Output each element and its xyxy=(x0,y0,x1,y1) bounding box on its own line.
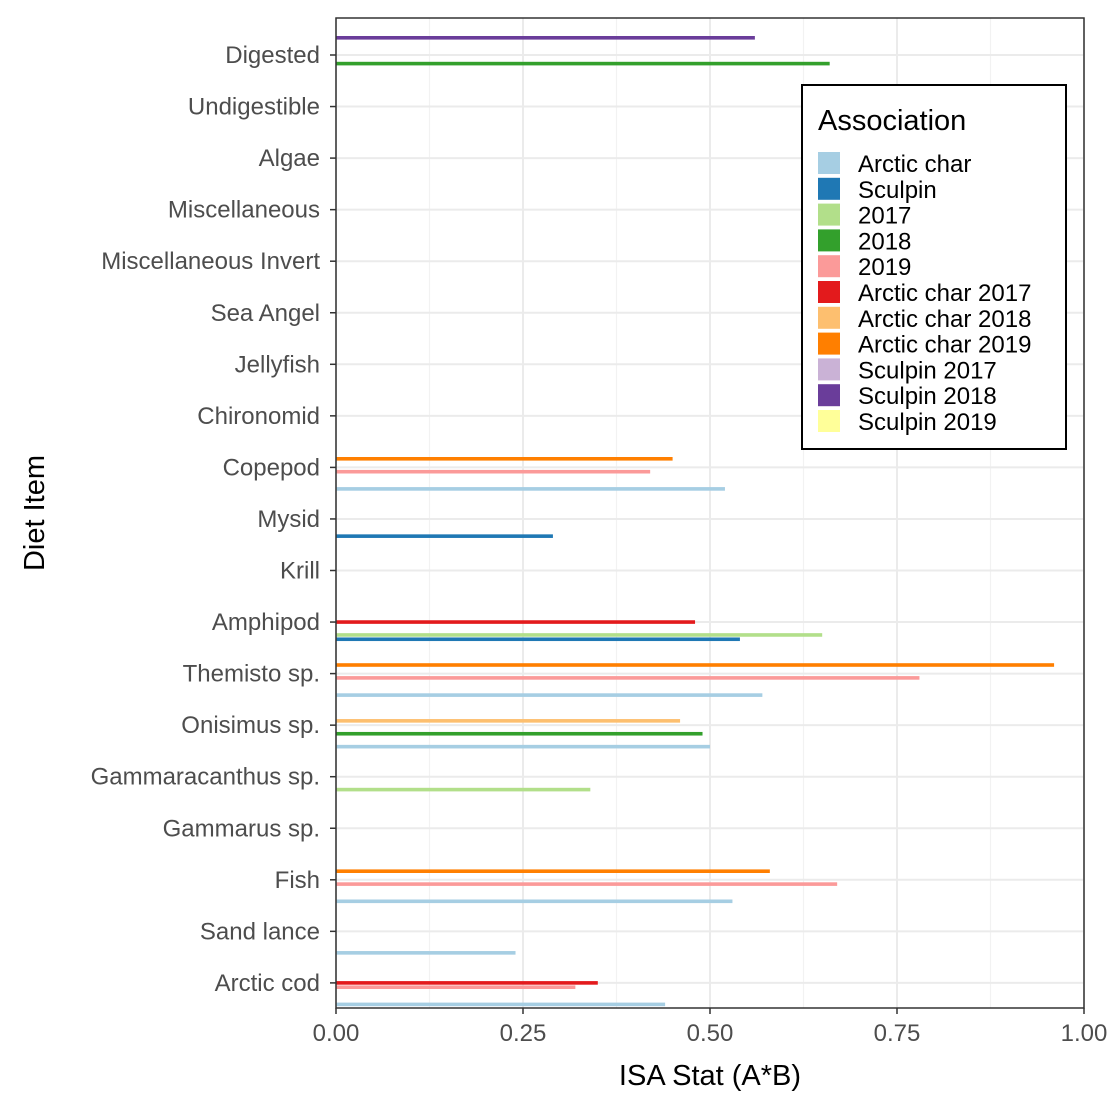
legend-label: Sculpin 2018 xyxy=(858,383,997,410)
legend-swatch xyxy=(818,410,840,432)
bar xyxy=(336,981,598,985)
y-tick-label: Copepod xyxy=(223,454,320,481)
y-tick-label: Amphipod xyxy=(212,609,320,636)
y-axis-title: Diet Item xyxy=(19,455,51,571)
y-tick-label: Sea Angel xyxy=(211,300,320,327)
bar xyxy=(336,899,733,904)
y-tick-label: Onisimus sp. xyxy=(181,712,320,739)
legend-swatch xyxy=(818,358,840,381)
legend-swatch xyxy=(818,332,840,355)
legend-box xyxy=(801,84,1067,450)
legend-label: 2018 xyxy=(858,228,911,255)
legend-swatch xyxy=(818,229,840,252)
legend-label: Sculpin 2019 xyxy=(858,409,997,436)
x-axis-title: ISA Stat (A*B) xyxy=(619,1060,801,1092)
legend-label: Arctic char 2017 xyxy=(858,280,1031,307)
legend-label: Arctic char xyxy=(858,151,971,178)
y-tick-label: Jellyfish xyxy=(235,351,320,378)
legend: Association Arctic charSculpin2017201820… xyxy=(801,84,1067,450)
y-tick-label: Arctic cod xyxy=(215,970,320,997)
y-tick-label: Digested xyxy=(225,42,320,69)
legend-label: 2017 xyxy=(858,203,911,230)
bar xyxy=(336,620,696,624)
legend-swatch xyxy=(818,152,840,174)
bar xyxy=(336,36,755,40)
y-tick-label: Gammaracanthus sp. xyxy=(91,764,320,791)
y-tick-label: Themisto sp. xyxy=(183,661,320,688)
bar xyxy=(336,744,710,749)
legend-swatch xyxy=(818,177,840,200)
y-tick-label: Fish xyxy=(275,867,320,894)
bar xyxy=(336,951,516,955)
x-tick-label: 0.25 xyxy=(500,1020,547,1047)
legend-swatch xyxy=(818,384,840,407)
x-tick-label: 1.00 xyxy=(1061,1020,1108,1047)
bar xyxy=(336,637,740,642)
y-tick-label: Krill xyxy=(280,558,320,585)
y-tick-label: Algae xyxy=(259,145,320,172)
bar xyxy=(336,719,681,723)
legend-swatch xyxy=(818,255,840,278)
bar xyxy=(336,882,838,886)
legend-swatch xyxy=(818,281,840,303)
bar xyxy=(336,731,703,736)
x-tick-label: 0.00 xyxy=(313,1020,360,1047)
legend-label: Sculpin xyxy=(858,177,937,204)
legend-label: 2019 xyxy=(858,254,911,281)
bar xyxy=(336,469,651,474)
y-tick-label: Undigestible xyxy=(188,94,320,121)
bar xyxy=(336,985,576,989)
bar xyxy=(336,487,725,491)
x-axis-ticks: 0.00 0.25 0.50 0.75 1.00 xyxy=(313,1008,1108,1047)
y-tick-label: Chironomid xyxy=(197,403,320,430)
legend-swatch xyxy=(818,306,840,329)
bar xyxy=(336,869,770,873)
y-tick-label: Mysid xyxy=(257,506,320,533)
bar xyxy=(336,1002,666,1007)
bar xyxy=(336,663,1055,667)
bar xyxy=(336,676,920,680)
y-axis-ticks: Digested Undigestible Algae Miscellaneous Mi… xyxy=(91,42,336,997)
legend-label: Sculpin 2017 xyxy=(858,357,997,384)
y-tick-label: Gammarus sp. xyxy=(163,815,320,842)
y-tick-label: Sand lance xyxy=(200,918,320,945)
legend-label: Arctic char 2018 xyxy=(858,306,1031,333)
bar xyxy=(336,633,823,637)
legend-title: Association xyxy=(818,105,966,137)
bar xyxy=(336,534,553,538)
y-tick-label: Miscellaneous Invert xyxy=(101,248,320,275)
x-tick-label: 0.50 xyxy=(687,1020,734,1047)
bar xyxy=(336,457,673,461)
y-tick-label: Miscellaneous xyxy=(168,197,320,224)
legend-label: Arctic char 2019 xyxy=(858,332,1031,359)
bars xyxy=(336,36,1055,1007)
legend-swatch xyxy=(818,203,840,226)
bar xyxy=(336,61,830,66)
bar xyxy=(336,787,591,792)
bar xyxy=(336,693,763,697)
x-tick-label: 0.75 xyxy=(874,1020,921,1047)
